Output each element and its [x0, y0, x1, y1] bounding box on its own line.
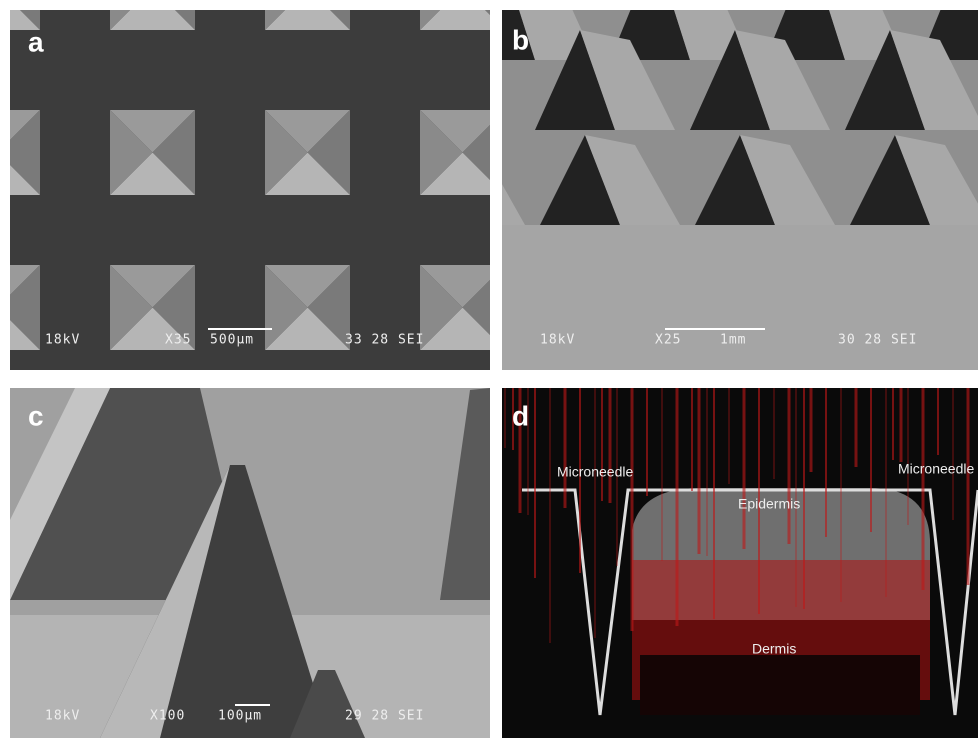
pyramid-face [10, 10, 40, 30]
panel-label: b [512, 24, 529, 55]
needle [850, 135, 930, 225]
labels: a b c d 18kV X35 500µm 33 28 SEI 18kV X2… [28, 24, 974, 723]
voltage: 18kV [45, 333, 80, 348]
scale: 1mm [720, 333, 746, 348]
needle-face [580, 30, 675, 130]
pyramid-face [265, 10, 350, 30]
pyramid-face [110, 110, 153, 195]
panel-d [502, 388, 978, 738]
needle-face [100, 465, 230, 738]
voltage: 18kV [45, 709, 80, 724]
annotation: Microneedle [898, 461, 974, 477]
panel-label: d [512, 400, 529, 431]
code: 30 28 SEI [838, 333, 917, 348]
dermis-dark [640, 655, 920, 715]
pyramid-face [420, 265, 463, 350]
pyramid-face [110, 10, 130, 30]
needle [290, 670, 365, 738]
panel-b [502, 10, 978, 370]
pyramid-face [265, 10, 285, 30]
needle-face [895, 135, 978, 225]
pyramid-face [10, 320, 40, 350]
pyramid-face [420, 110, 490, 153]
magnification: X25 [655, 333, 681, 348]
needle-outline [522, 488, 978, 716]
pyramid-face [265, 307, 350, 350]
pyramid-face [265, 265, 308, 350]
pyramid-face [265, 110, 350, 153]
panel-label: c [28, 400, 44, 431]
needle-face [585, 135, 680, 225]
needle-face [735, 30, 830, 130]
annotation: Microneedle [557, 464, 633, 480]
pyramid-face [110, 265, 195, 308]
pyramid-face [10, 265, 40, 350]
panel-c [10, 388, 490, 738]
magnification: X100 [150, 709, 185, 724]
pyramid-face [110, 307, 195, 350]
needle [540, 135, 620, 225]
pyramid-face [110, 10, 195, 30]
panel-a [10, 10, 490, 370]
pyramid-face [420, 265, 490, 308]
needle [845, 30, 925, 130]
pyramid-face [110, 152, 195, 195]
needle-face [890, 30, 978, 130]
pyramid-face [110, 110, 195, 153]
pyramid-face [152, 110, 195, 195]
voltage: 18kV [540, 333, 575, 348]
pyramid-face [307, 110, 350, 195]
needle-face [502, 184, 525, 225]
code: 33 28 SEI [345, 333, 424, 348]
needle-face [740, 135, 835, 225]
pyramid-face [420, 10, 440, 30]
pyramid-face [420, 110, 463, 195]
needle [690, 30, 770, 130]
scale: 100µm [218, 709, 262, 724]
needle-face [10, 388, 110, 600]
pyramid-face [10, 110, 40, 195]
pyramid-face [265, 265, 350, 308]
pyramid-face [265, 152, 350, 195]
needle [10, 388, 250, 600]
pyramid-face [10, 165, 40, 195]
pyramid-face [152, 265, 195, 350]
pyramid-face [462, 280, 490, 335]
needle [535, 30, 615, 130]
needle [502, 10, 535, 60]
pyramid-face [307, 265, 350, 350]
pyramid-face [462, 125, 490, 180]
annotation: Epidermis [738, 496, 800, 512]
panel-label: a [28, 26, 44, 57]
needle [440, 388, 490, 600]
magnification: X35 [165, 333, 191, 348]
annotation: Dermis [752, 641, 796, 657]
pyramid-face [110, 265, 153, 350]
needle [695, 135, 775, 225]
code: 29 28 SEI [345, 709, 424, 724]
scale: 500µm [210, 333, 254, 348]
substrate [502, 225, 978, 370]
pyramid-face [420, 10, 490, 30]
pyramid-face [420, 307, 490, 350]
pyramid-face [420, 152, 490, 195]
pyramid-face [265, 110, 308, 195]
panel-bg [10, 10, 490, 370]
